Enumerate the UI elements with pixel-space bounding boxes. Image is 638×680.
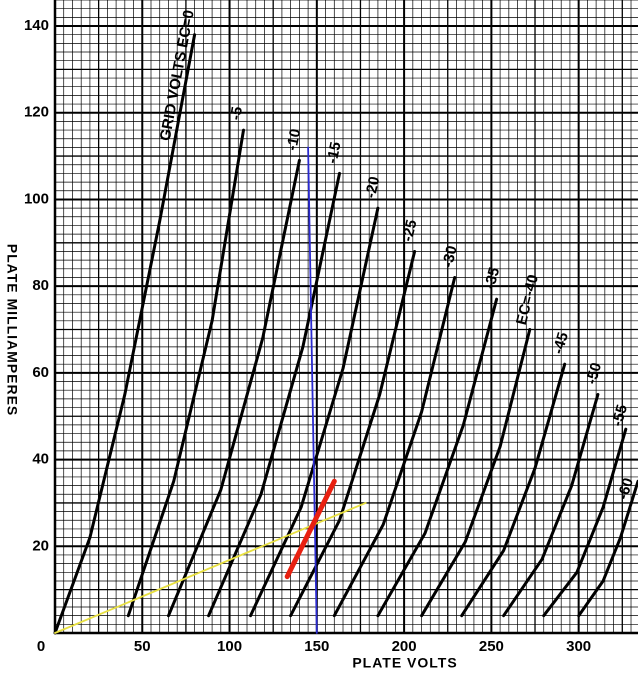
x-tick-label: 200 xyxy=(392,638,417,655)
curve xyxy=(420,328,532,618)
curve xyxy=(502,393,600,618)
curve xyxy=(167,158,301,618)
y-tick-label: 140 xyxy=(24,17,49,34)
curve xyxy=(577,479,638,618)
curve-label: -20 xyxy=(362,175,383,200)
x-tick-label: 150 xyxy=(304,638,329,655)
curve-label: -5 xyxy=(227,105,246,121)
y-tick-label: 60 xyxy=(32,364,49,381)
x-tick-label: 50 xyxy=(134,638,151,655)
y-axis-title: PLATE MILLIAMPERES xyxy=(4,244,20,417)
curve xyxy=(207,171,341,618)
curve xyxy=(53,33,197,635)
curve-label: -25 xyxy=(399,218,421,243)
curve-label: -15 xyxy=(324,140,345,165)
y-tick-label: 120 xyxy=(24,104,49,121)
y-tick-label: 100 xyxy=(24,190,49,207)
y-tick-label: 20 xyxy=(32,537,49,554)
curve-label: -35 xyxy=(481,266,503,291)
x-tick-label: 250 xyxy=(479,638,504,655)
curve-label: -45 xyxy=(550,330,572,356)
curve-label: -50 xyxy=(583,361,605,387)
curve xyxy=(126,128,245,618)
x-axis-title: PLATE VOLTS xyxy=(352,655,457,671)
y-tick-label: 80 xyxy=(32,277,49,294)
curve-label: -10 xyxy=(283,127,304,152)
curve-label: -60 xyxy=(614,476,637,502)
curve-label: -55 xyxy=(609,403,631,429)
curve xyxy=(542,427,628,618)
curve xyxy=(332,276,457,618)
y-tick-label: 40 xyxy=(32,451,49,468)
curve xyxy=(284,478,337,580)
x-tick-label: 300 xyxy=(566,638,591,655)
x-tick-label: 0 xyxy=(37,638,45,655)
curve xyxy=(307,146,318,634)
curve-label: -30 xyxy=(439,244,461,269)
curve xyxy=(249,206,380,618)
curve xyxy=(376,297,499,618)
x-tick-label: 100 xyxy=(217,638,242,655)
curve xyxy=(460,362,567,618)
